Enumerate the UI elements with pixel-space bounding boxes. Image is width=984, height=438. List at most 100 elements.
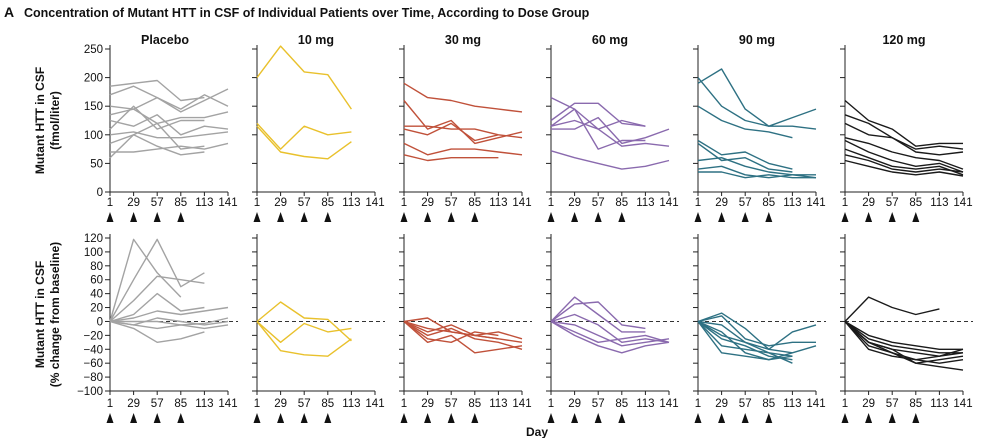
x-tick-label: 141	[218, 398, 237, 410]
dosing-marker	[300, 212, 308, 222]
x-tick-label: 85	[762, 197, 775, 209]
y-tick-label: 20	[90, 303, 103, 315]
dosing-marker	[765, 212, 773, 222]
x-tick-label: 57	[886, 398, 899, 410]
x-tick-label: 141	[512, 398, 531, 410]
patient-series-line	[697, 321, 793, 364]
x-tick-label: 29	[568, 197, 581, 209]
dosing-marker	[865, 212, 873, 222]
dosing-marker	[300, 413, 308, 423]
patient-series-line	[403, 320, 499, 343]
x-tick-label: 141	[365, 197, 384, 209]
dosing-marker	[424, 212, 432, 222]
patient-series-line	[403, 82, 523, 113]
x-tick-label: 1	[401, 197, 407, 209]
patient-series-line	[550, 301, 646, 330]
panel-absolute-2: 1 29 57 85 113 141	[399, 45, 532, 222]
dosing-marker	[324, 413, 332, 423]
x-tick-label: 1	[548, 398, 554, 410]
x-tick-label: 29	[274, 197, 287, 209]
patient-series-line	[844, 320, 963, 354]
patient-series-line	[550, 313, 670, 343]
patient-series-line	[109, 306, 229, 323]
dosing-marker	[400, 212, 408, 222]
patient-series-line	[697, 315, 816, 347]
x-tick-label: 1	[695, 197, 701, 209]
dosing-marker	[153, 212, 161, 222]
dosing-marker	[130, 212, 138, 222]
patient-series-line	[109, 105, 205, 130]
panel-absolute-1: 1 29 57 85 113 141	[252, 45, 385, 222]
dosing-marker	[571, 212, 579, 222]
y-tick-label: 100	[84, 130, 103, 142]
patient-series-line	[256, 45, 352, 110]
patient-series-line	[110, 142, 229, 153]
patient-series-line	[697, 321, 793, 361]
y-tick-label: 40	[90, 289, 103, 301]
x-tick-label: 57	[739, 398, 752, 410]
patient-series-line	[403, 154, 499, 162]
y-tick-label: −60	[83, 358, 103, 370]
dosing-marker	[106, 413, 114, 423]
group-title: 60 mg	[592, 33, 628, 47]
patient-series-line	[697, 142, 793, 173]
patient-series-line	[403, 122, 499, 142]
x-tick-label: 85	[174, 398, 187, 410]
x-tick-label: 141	[806, 398, 825, 410]
x-tick-label: 113	[930, 197, 948, 209]
x-tick-label: 29	[862, 197, 875, 209]
dosing-marker	[471, 413, 479, 423]
patient-series-line	[844, 137, 964, 170]
x-tick-label: 29	[127, 197, 140, 209]
patient-series-line	[403, 142, 523, 156]
patient-series-line	[550, 119, 670, 147]
group-title: 10 mg	[298, 33, 334, 47]
panel-percent-3: 1 29 57 85 113 141	[546, 234, 679, 423]
dosing-marker	[741, 413, 749, 423]
x-tick-label: 113	[783, 197, 801, 209]
y-tick-label: 150	[84, 101, 103, 113]
patient-series-line	[109, 320, 229, 330]
x-tick-label: 57	[445, 197, 458, 209]
patient-series-line	[403, 320, 499, 340]
y-axis-label: (% change from baseline)	[48, 242, 62, 387]
x-tick-label: 57	[298, 197, 311, 209]
patient-series-line	[109, 238, 182, 322]
x-tick-label: 113	[489, 197, 507, 209]
x-tick-label: 29	[421, 398, 434, 410]
x-tick-label: 113	[489, 398, 507, 410]
y-tick-label: 100	[84, 247, 103, 259]
panel-percent-4: 1 29 57 85 113 141	[693, 234, 826, 423]
patient-series-line	[109, 131, 229, 139]
dosing-marker	[571, 413, 579, 423]
x-tick-label: 1	[548, 197, 554, 209]
dosing-marker	[471, 212, 479, 222]
x-tick-label: 29	[715, 197, 728, 209]
panel-percent-0: −100 −80 −60 −40 −20 020 40 60 80 100 120 1 29 57 85 11…	[77, 233, 238, 423]
x-tick-label: 29	[127, 398, 140, 410]
patient-series-line	[697, 320, 793, 357]
patient-series-line	[256, 122, 352, 150]
panel-percent-5: 1 29 57 85 113 141	[840, 234, 973, 423]
group-title: Placebo	[141, 33, 189, 47]
dosing-marker	[718, 212, 726, 222]
x-tick-label: 1	[695, 398, 701, 410]
y-tick-label: 200	[84, 73, 103, 85]
x-tick-label: 113	[930, 398, 948, 410]
dosing-marker	[912, 413, 920, 423]
dosing-marker	[888, 413, 896, 423]
x-tick-label: 85	[468, 398, 481, 410]
patient-series-line	[109, 134, 205, 159]
y-tick-label: 0	[97, 316, 103, 328]
x-axis-label: Day	[526, 425, 548, 438]
patient-series-line	[403, 320, 523, 350]
dosing-marker	[547, 212, 555, 222]
dosing-marker	[324, 212, 332, 222]
y-tick-label: 0	[97, 187, 103, 199]
patient-series-line	[109, 79, 205, 102]
patient-series-line	[697, 312, 817, 350]
x-tick-label: 57	[151, 197, 164, 209]
x-tick-label: 57	[151, 398, 164, 410]
patient-series-line	[109, 122, 205, 150]
dosing-marker	[594, 413, 602, 423]
